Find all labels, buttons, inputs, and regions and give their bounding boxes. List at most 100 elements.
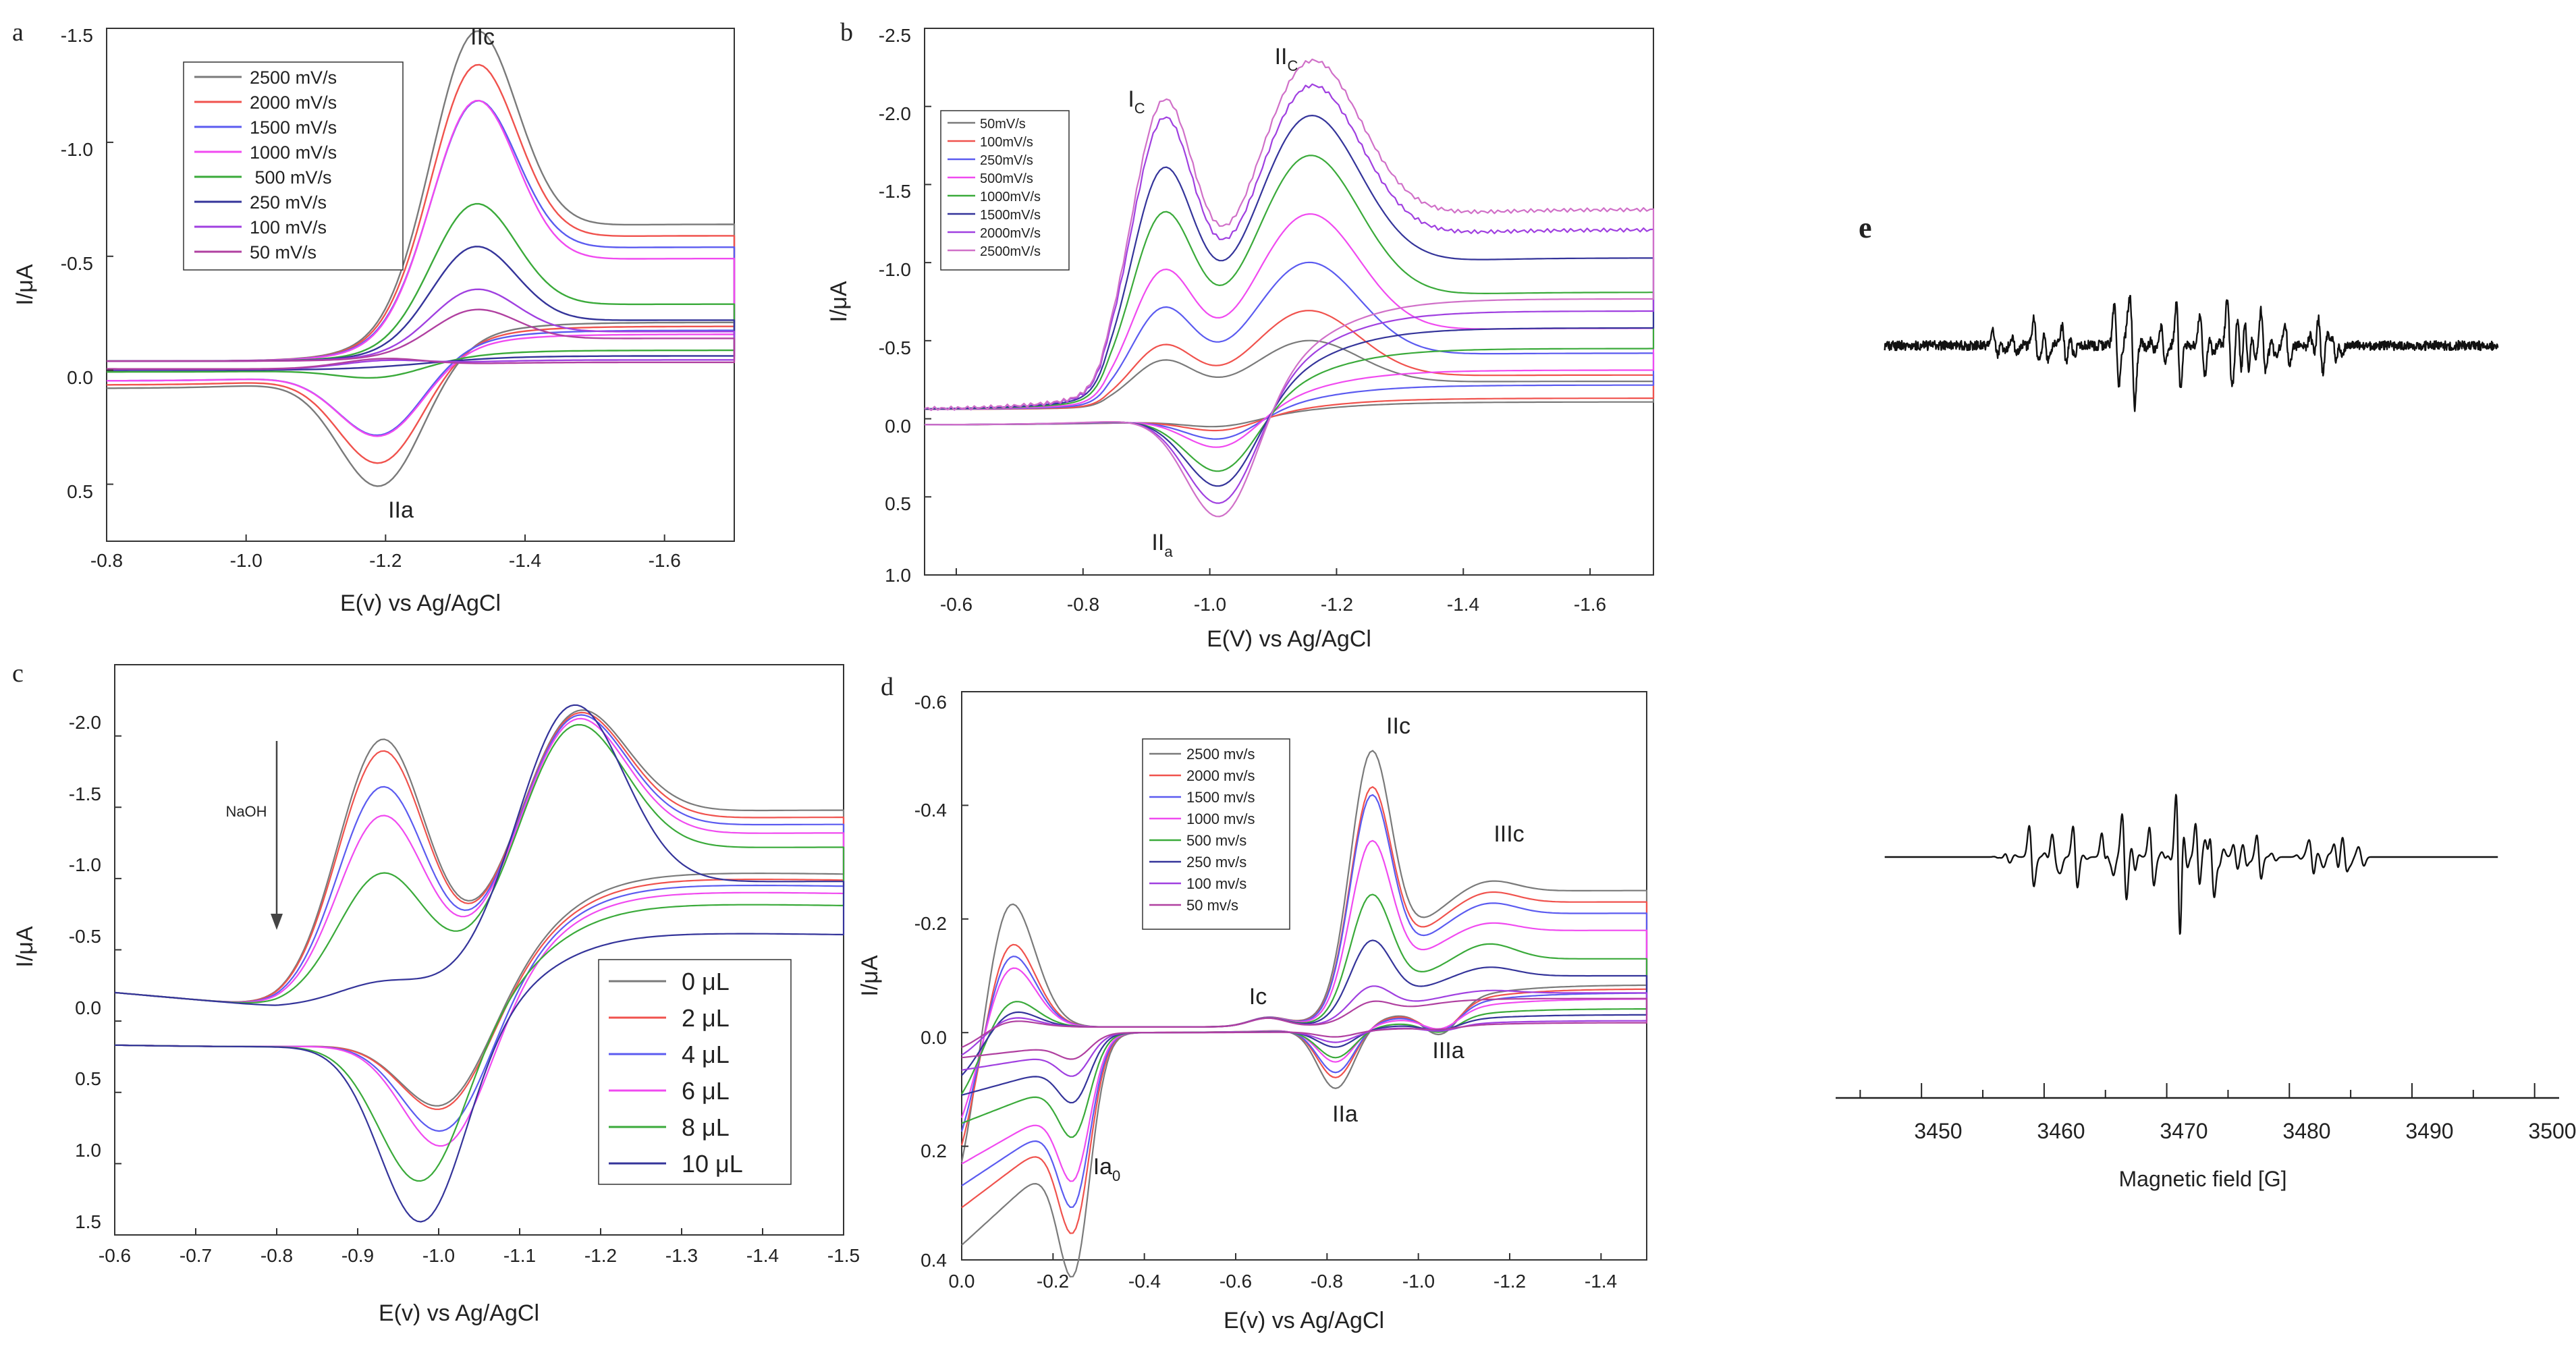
panel-d-annotation-ia0: Ia0: [1093, 1154, 1121, 1184]
panel-e-letter: e: [1859, 211, 1872, 244]
panel-b-xtick: -0.6: [940, 594, 972, 615]
panel-a-y-label: I/μA: [12, 264, 38, 305]
panel-a-x-ticks: -0.8 -1.0 -1.2 -1.4 -1.6: [90, 550, 681, 571]
panel-b-annotation-iia-sub: a: [1164, 543, 1173, 560]
panel-d-legend-label: 100 mv/s: [1186, 875, 1246, 892]
panel-c-xtick: -0.8: [261, 1245, 293, 1266]
panel-d-annotation-ia0-main: Ia: [1093, 1154, 1112, 1180]
panel-e-xtick: 3490: [2405, 1119, 2453, 1143]
panel-b-annotation-iic: IIC: [1275, 44, 1298, 74]
panel-d-legend-label: 1000 mv/s: [1186, 810, 1255, 827]
panel-d-xtick: -0.2: [1037, 1271, 1069, 1292]
panel-d-curves: [960, 691, 1648, 1277]
panel-e-x-label: Magnetic field [G]: [2119, 1167, 2287, 1191]
panel-d-xtick: -0.6: [1220, 1271, 1252, 1292]
panel-a-cv-curve: [106, 99, 736, 437]
panel-a-y-ticks: -1.5 -1.0 -0.5 0.0 0.5: [61, 25, 93, 502]
panel-d-ytick: 0.0: [921, 1027, 947, 1048]
panel-c-legend-box: [598, 959, 792, 1185]
panel-d-legend-label: 1500 mv/s: [1186, 789, 1255, 806]
panel-b-legend-label: 1500mV/s: [980, 208, 1041, 223]
panel-a-x-label: E(v) vs Ag/AgCl: [340, 590, 501, 616]
panel-b-annotation-iia: IIa: [1151, 530, 1173, 560]
panel-b-xtick: -0.8: [1067, 594, 1099, 615]
panel-b-legend-label: 250mV/s: [980, 153, 1033, 168]
panel-a-ytick: 0.5: [67, 481, 93, 502]
panel-e-xtick: 3500: [2528, 1119, 2576, 1143]
panel-a-xtick: -1.4: [509, 550, 541, 571]
panel-a-legend-label: 500 mV/s: [250, 167, 332, 188]
panel-b-ytick: 0.0: [885, 416, 911, 437]
panel-d-annotation-ia0-sub: 0: [1112, 1167, 1120, 1184]
panel-d-legend-label: 2000 mv/s: [1186, 767, 1255, 784]
panel-c-xtick: -1.1: [503, 1245, 536, 1266]
panel-b-ytick: -2.5: [879, 25, 911, 46]
panel-a-letter: a: [12, 18, 24, 47]
panel-a-ytick: -1.0: [61, 139, 93, 160]
panel-a: a -0.8 -1.0 -1.2 -1.4 -1.6 -1.5 -1.0 -0.…: [12, 18, 736, 616]
panel-d-cv-curve: [961, 997, 1648, 1060]
panel-a-legend-box: [183, 61, 404, 271]
panel-b-ytick: 1.0: [885, 565, 911, 586]
panel-e-simulated-spectrum: [1884, 794, 2498, 935]
panel-c-y-ticks: -2.0 -1.5 -1.0 -0.5 0.0 0.5 1.0 1.5: [69, 712, 101, 1232]
panel-d-annotation-iic: IIc: [1386, 713, 1410, 739]
panel-d-x-ticks: 0.0 -0.2 -0.4 -0.6 -0.8 -1.0 -1.2 -1.4: [949, 1271, 1618, 1292]
panel-b-annotation-iic-sub: C: [1288, 57, 1298, 74]
panel-b-ytick: 0.5: [885, 493, 911, 514]
panel-c-legend-label: 0 μL: [682, 968, 730, 995]
panel-c-legend-label: 2 μL: [682, 1004, 730, 1032]
panel-a-legend-label: 250 mV/s: [250, 192, 327, 213]
panel-a-annotation-iia: IIa: [388, 497, 414, 523]
panel-c-ytick: -2.0: [69, 712, 101, 733]
panel-e-xtick: 3450: [1914, 1119, 1962, 1143]
panel-c-cv-curve: [114, 723, 845, 1182]
panel-b-legend: 50mV/s 100mV/s 250mV/s 500mV/s 1000mV/s …: [940, 110, 1070, 271]
panel-c-legend-label: 4 μL: [682, 1041, 730, 1068]
panel-d-xtick: -1.2: [1493, 1271, 1526, 1292]
panel-b-x-label: E(V) vs Ag/AgCl: [1207, 626, 1371, 652]
panel-c: c -0.6 -0.7 -0.8 -0.9 -1.0 -1.1 -1.2 -1.…: [12, 659, 860, 1326]
panel-b-xtick: -1.4: [1447, 594, 1479, 615]
panel-b-ytick: -1.5: [879, 181, 911, 202]
panel-b-legend-label: 2500mV/s: [980, 244, 1041, 259]
panel-c-naoh-arrowhead: [271, 914, 283, 930]
panel-c-x-ticks: -0.6 -0.7 -0.8 -0.9 -1.0 -1.1 -1.2 -1.3 …: [99, 1245, 860, 1266]
panel-a-xtick: -1.0: [230, 550, 263, 571]
panel-b-legend-label: 100mV/s: [980, 135, 1033, 150]
panel-a-ytick: -0.5: [61, 253, 93, 274]
panel-c-ytick: 0.0: [75, 997, 101, 1018]
panel-d-legend: 2500 mv/s 2000 mv/s 1500 mv/s 1000 mv/s …: [1142, 738, 1290, 930]
panel-d-ytick: 0.4: [921, 1250, 947, 1271]
panel-d-ytick: -0.6: [914, 692, 947, 713]
panel-b-annotation-iic-main: II: [1275, 44, 1288, 70]
panel-b-legend-label: 2000mV/s: [980, 226, 1041, 241]
panel-b-ytick: -1.0: [879, 259, 911, 280]
panel-b-letter: b: [840, 18, 853, 47]
panel-c-ytick: 0.5: [75, 1068, 101, 1089]
panel-b-legend-label: 500mV/s: [980, 171, 1033, 186]
panel-a-ytick: 0.0: [67, 367, 93, 388]
panel-a-legend-label: 50 mV/s: [250, 242, 317, 263]
panel-a-legend-label: 2500 mV/s: [250, 67, 337, 88]
panel-b: b -0.6 -0.8 -1.0 -1.2 -1.4 -1.6 -2.5 -2.…: [826, 18, 1655, 652]
panel-c-ytick: -1.5: [69, 783, 101, 804]
panel-a-legend-label: 100 mV/s: [250, 217, 327, 238]
panel-c-legend: 0 μL 2 μL 4 μL 6 μL 8 μL 10 μL: [598, 959, 792, 1185]
panel-d-annotation-iiic: IIIc: [1493, 821, 1524, 847]
panel-e-experimental-spectrum: [1884, 295, 2499, 412]
panel-a-xtick: -0.8: [90, 550, 123, 571]
panel-d-ytick: 0.2: [921, 1140, 947, 1161]
panel-b-legend-label: 1000mV/s: [980, 190, 1041, 204]
panel-d-letter: d: [881, 673, 894, 701]
panel-b-legend-box: [940, 110, 1070, 271]
panel-d: d 0.0 -0.2 -0.4 -0.6 -0.8 -1.0 -1.2 -1.4…: [857, 673, 1648, 1333]
panel-d-legend-label: 50 mv/s: [1186, 897, 1238, 914]
panel-c-cv-curve: [114, 704, 845, 1223]
panel-e-xtick: 3460: [2037, 1119, 2085, 1143]
panel-c-letter: c: [12, 659, 24, 688]
panel-c-ytick: 1.5: [75, 1211, 101, 1232]
panel-b-xtick: -1.6: [1574, 594, 1606, 615]
panel-d-xtick: -0.4: [1128, 1271, 1161, 1292]
